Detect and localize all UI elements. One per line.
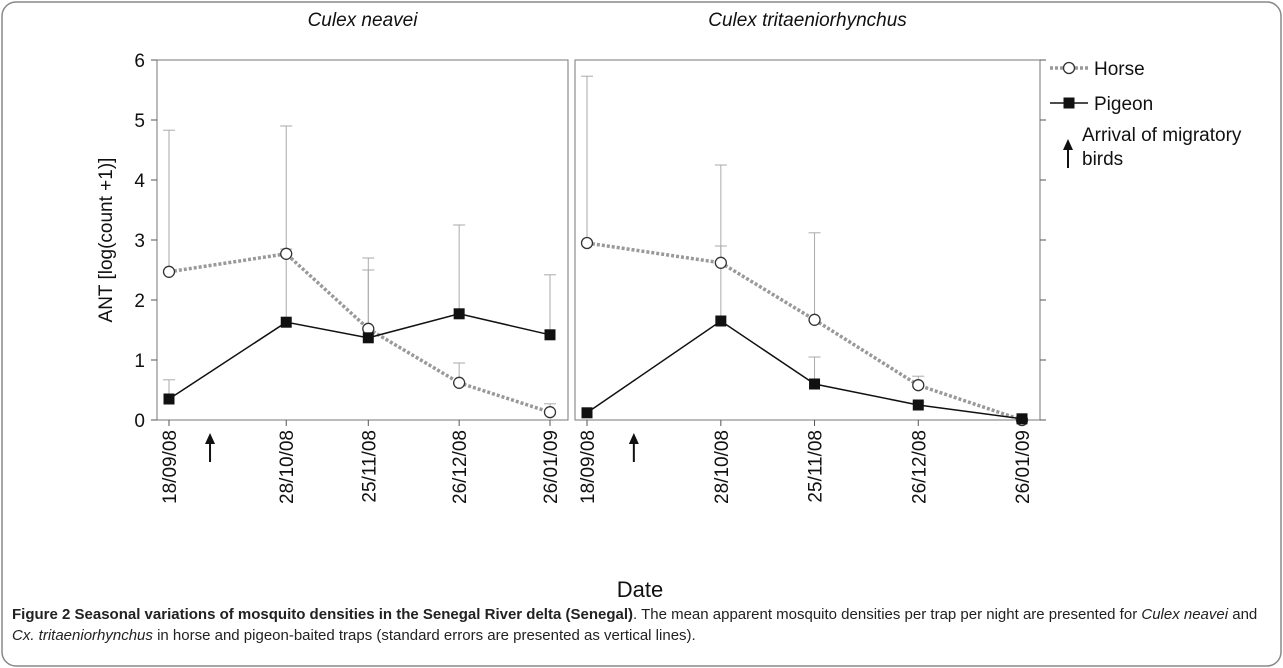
series-line: [586, 241, 1023, 422]
y-tick-label: 6: [134, 51, 145, 72]
series-line: [586, 320, 1023, 420]
point: [808, 313, 821, 326]
point: [809, 378, 821, 390]
caption-species: Cx. tritaeniorhynchus: [12, 627, 153, 644]
y-tick-label: 5: [134, 111, 145, 132]
point: [912, 399, 924, 411]
point: [163, 393, 175, 405]
x-tick-label: 26/12/08: [909, 430, 930, 504]
point: [280, 247, 293, 260]
caption-species: Culex neavei: [1141, 606, 1229, 623]
x-tick-label: 26/01/09: [541, 430, 562, 504]
y-tick-label: 3: [134, 231, 145, 252]
point: [452, 376, 466, 389]
series-line: [168, 313, 551, 400]
point: [453, 308, 465, 320]
y-tick-label: 4: [134, 171, 145, 192]
panel-title: Culex tritaeniorhynchus: [708, 10, 907, 31]
point: [280, 316, 292, 328]
panel-title: Culex neavei: [308, 10, 419, 31]
x-tick-label: 26/01/09: [1013, 430, 1034, 504]
x-axis-label: Date: [617, 577, 663, 602]
x-tick-label: 28/10/08: [277, 430, 298, 504]
arrival-arrow-head: [628, 433, 639, 444]
caption-text: and: [1228, 606, 1258, 623]
point: [580, 236, 594, 250]
caption-text: . The mean apparent mosquito densities p…: [633, 606, 1142, 623]
caption-text: in horse and pigeon-baited traps (standa…: [152, 627, 696, 644]
point: [1016, 413, 1028, 425]
y-tick-label: 2: [134, 291, 145, 312]
legend-note: Arrival of migratory birds: [1082, 125, 1242, 170]
y-tick-label: 0: [134, 411, 145, 432]
point: [162, 265, 176, 278]
x-tick-label: 28/10/08: [712, 430, 733, 504]
x-tick-label: 18/09/08: [160, 430, 181, 504]
x-tick-label: 18/09/08: [578, 430, 599, 504]
point: [362, 332, 374, 344]
x-tick-label: 25/11/08: [359, 430, 380, 503]
point: [912, 379, 925, 392]
x-tick-label: 25/11/08: [806, 430, 827, 503]
point: [714, 256, 727, 269]
caption: Figure 2 Seasonal variations of mosquito…: [12, 604, 1274, 646]
point: [581, 407, 593, 419]
point: [543, 406, 557, 419]
legend-label: Horse: [1094, 59, 1145, 80]
legend-label: Pigeon: [1094, 94, 1153, 115]
legend-marker: [1062, 61, 1076, 75]
point: [544, 329, 556, 341]
legend-arrow-head: [1063, 139, 1073, 150]
y-axis-label: ANT [log(count +1)]: [96, 158, 117, 323]
y-tick-label: 1: [134, 351, 145, 372]
caption-title: Figure 2 Seasonal variations of mosquito…: [12, 606, 633, 623]
arrival-arrow-head: [205, 433, 216, 444]
x-tick-label: 26/12/08: [450, 430, 471, 504]
plot-area: [574, 59, 1041, 421]
point: [715, 315, 727, 327]
series-line: [168, 251, 551, 414]
legend-marker: [1063, 97, 1075, 109]
